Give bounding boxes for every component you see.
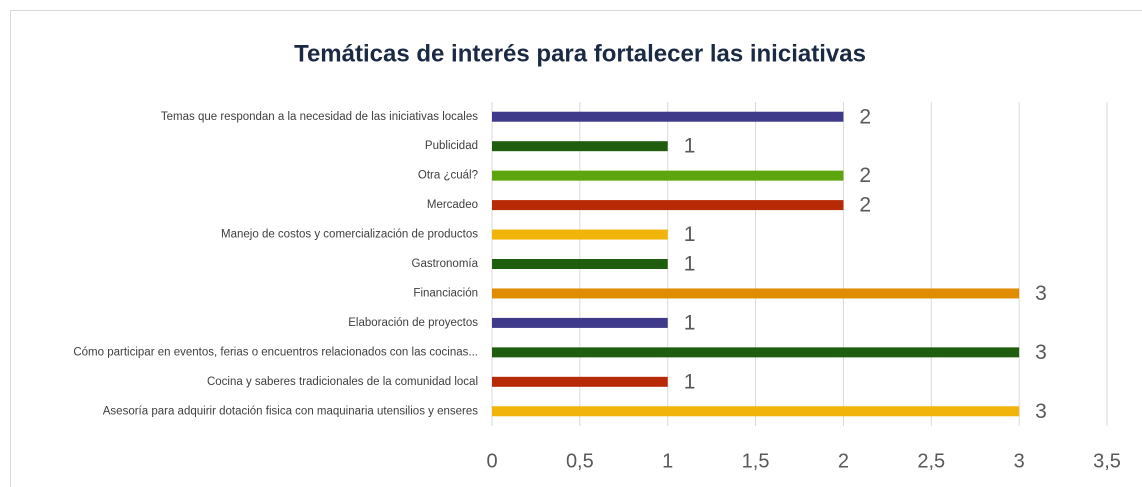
value-label: 1 (684, 135, 696, 158)
x-tick-label: 3,5 (1093, 450, 1121, 472)
value-label: 3 (1035, 282, 1047, 305)
y-tick-label: Mercadeo (427, 199, 478, 211)
bar (492, 259, 668, 269)
value-label: 1 (684, 370, 696, 393)
x-tick-label: 1 (662, 450, 673, 472)
y-tick-label: Asesoría para adquirir dotación fisica c… (103, 405, 478, 417)
bar (492, 170, 844, 181)
value-label: 1 (684, 223, 696, 246)
x-tick-label: 0,5 (566, 450, 594, 472)
bar (492, 406, 1020, 417)
y-tick-label: Temas que respondan a la necesidad de la… (161, 111, 478, 123)
y-tick-label: Publicidad (425, 140, 478, 152)
value-label: 2 (859, 194, 871, 217)
bar (492, 200, 844, 211)
bar (492, 317, 668, 328)
x-tick-label: 1,5 (742, 450, 770, 472)
value-label: 3 (1035, 341, 1047, 364)
x-tick-label: 3 (1014, 450, 1025, 472)
y-tick-label: Elaboración de proyectos (348, 317, 478, 329)
bar (492, 111, 844, 122)
x-tick-label: 0 (486, 450, 497, 472)
x-tick-label: 2,5 (917, 450, 945, 472)
bar (492, 229, 668, 240)
bar (492, 288, 1020, 299)
bar (492, 141, 668, 152)
y-tick-label: Gastronomía (412, 258, 479, 270)
value-label: 3 (1035, 400, 1047, 423)
chart-title: Temáticas de interés para fortalecer las… (294, 40, 866, 67)
bar (492, 347, 1020, 358)
x-tick-label: 2 (838, 450, 849, 472)
value-label: 2 (859, 164, 871, 187)
y-tick-label: Manejo de costos y comercialización de p… (221, 229, 478, 241)
value-label: 1 (684, 311, 696, 334)
value-label: 1 (684, 253, 696, 276)
value-label: 2 (859, 105, 871, 128)
y-tick-label: Otra ¿cuál? (418, 170, 478, 182)
y-tick-label: Cómo participar en eventos, ferias o enc… (73, 346, 478, 358)
bar (492, 376, 668, 387)
y-tick-label: Cocina y saberes tradicionales de la com… (207, 376, 478, 388)
y-tick-label: Financiación (413, 287, 478, 299)
